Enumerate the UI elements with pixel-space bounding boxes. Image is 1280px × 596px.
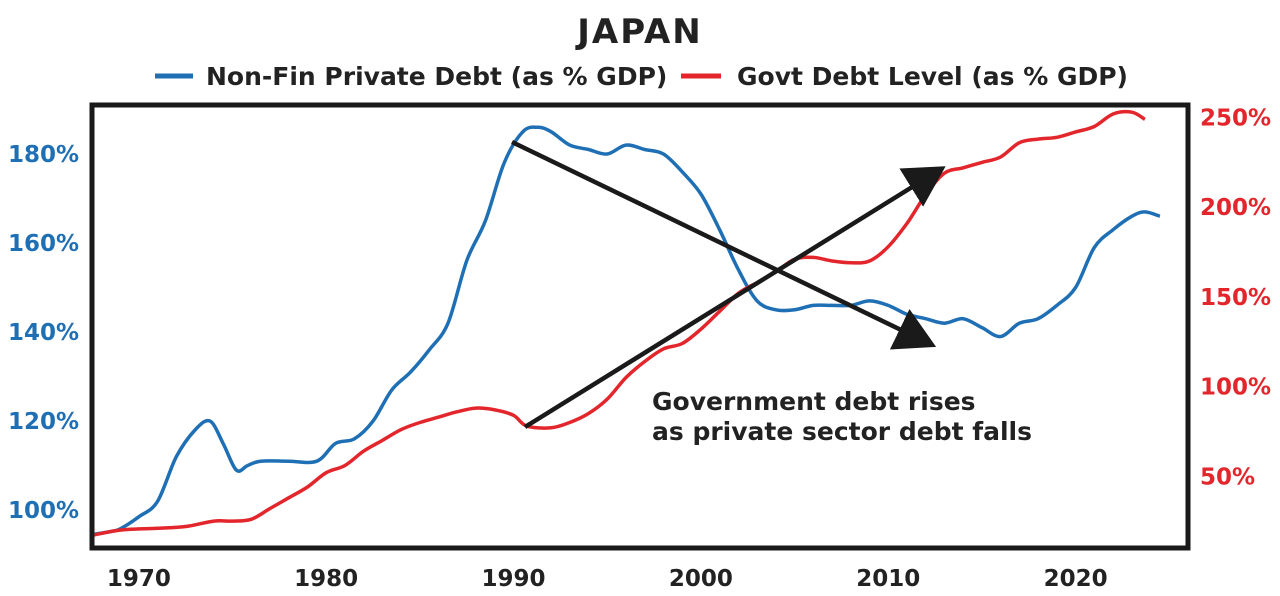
x-axis-ticks: 1970 1980 1990 2000 2010 2020 [107, 566, 1108, 592]
x-tick-label: 1980 [294, 566, 358, 592]
series-line-govt-debt [91, 109, 1146, 538]
right-tick-label: 150% [1200, 285, 1271, 311]
right-tick-label: 250% [1200, 106, 1271, 132]
x-tick-label: 2010 [856, 566, 920, 592]
left-tick-label: 180% [8, 142, 79, 168]
right-axis-ticks: 50% 100% 150% 200% 250% [1200, 106, 1271, 491]
right-tick-label: 100% [1200, 375, 1271, 401]
x-tick-label: 1990 [482, 566, 546, 592]
right-tick-label: 200% [1200, 195, 1271, 221]
arrow-govt-debt-rising [523, 166, 946, 429]
x-tick-label: 2020 [1044, 566, 1108, 592]
legend: Non-Fin Private Debt (as % GDP) Govt Deb… [155, 62, 1128, 91]
left-tick-label: 140% [8, 320, 79, 346]
left-tick-label: 100% [8, 498, 79, 524]
x-tick-label: 1970 [107, 566, 171, 592]
annotation-line-2: as private sector debt falls [652, 417, 1032, 446]
annotation-line-1: Government debt rises [652, 387, 976, 416]
series-line-private-debt [91, 125, 1161, 537]
legend-label-private-debt: Non-Fin Private Debt (as % GDP) [206, 62, 667, 91]
plot-frame [89, 102, 1191, 551]
legend-label-govt-debt: Govt Debt Level (as % GDP) [737, 62, 1128, 91]
chart-title: JAPAN [575, 12, 703, 52]
arrow-private-debt-falling [511, 139, 937, 350]
x-tick-label: 2000 [669, 566, 733, 592]
right-tick-label: 50% [1200, 464, 1255, 490]
left-tick-label: 160% [8, 231, 79, 257]
left-tick-label: 120% [8, 409, 79, 435]
left-axis-ticks: 100% 120% 140% 160% 180% [8, 142, 79, 524]
